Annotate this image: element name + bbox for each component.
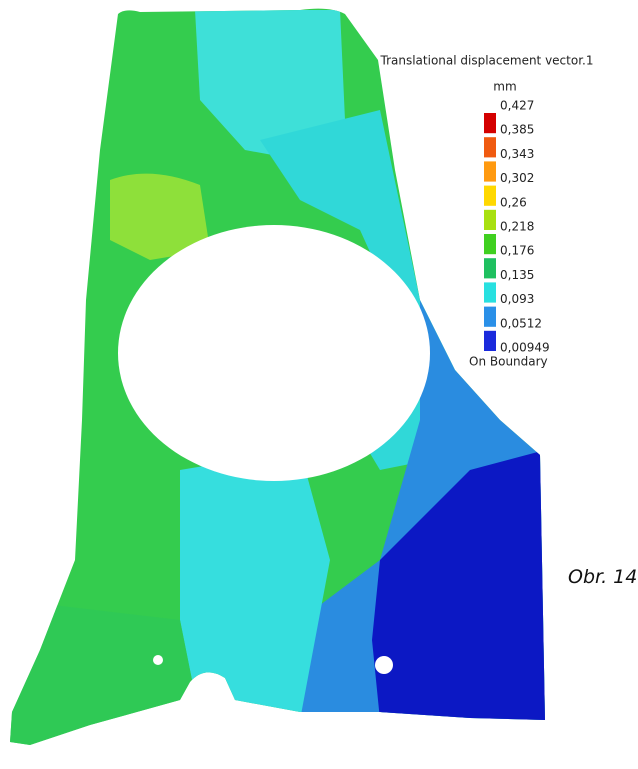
legend-swatch: [484, 234, 496, 254]
legend-label: 0,218: [500, 220, 534, 234]
legend-label: 0,176: [500, 244, 534, 258]
legend-unit: mm: [493, 80, 516, 94]
legend-swatch: [484, 137, 496, 157]
legend-swatch: [484, 307, 496, 327]
fea-result: Translational displacement vector.1 mm O…: [0, 0, 638, 769]
legend-swatch: [484, 113, 496, 133]
legend-swatch: [484, 210, 496, 230]
legend-note: On Boundary: [469, 355, 548, 369]
legend-swatch: [484, 258, 496, 278]
legend-swatch: [484, 331, 496, 351]
legend-label: 0,385: [500, 123, 534, 137]
legend-title: Translational displacement vector.1: [380, 54, 594, 68]
legend-swatch: [484, 161, 496, 181]
legend-label: 0,0512: [500, 316, 542, 330]
legend-label: 0,00949: [500, 341, 550, 355]
legend-label: 0,343: [500, 147, 534, 161]
bolt-hole: [375, 656, 393, 674]
bore-hole: [118, 225, 430, 481]
legend-label: 0,093: [500, 292, 534, 306]
figure-caption: Obr. 14: [568, 566, 637, 588]
page: Translational displacement vector.1 mm O…: [0, 0, 638, 769]
legend-label: 0,427: [500, 99, 534, 113]
bolt-hole: [153, 655, 163, 665]
legend-label: 0,302: [500, 171, 534, 185]
legend-label: 0,135: [500, 268, 534, 282]
legend-swatch: [484, 186, 496, 206]
legend-swatch: [484, 282, 496, 302]
legend-label: 0,26: [500, 195, 527, 209]
